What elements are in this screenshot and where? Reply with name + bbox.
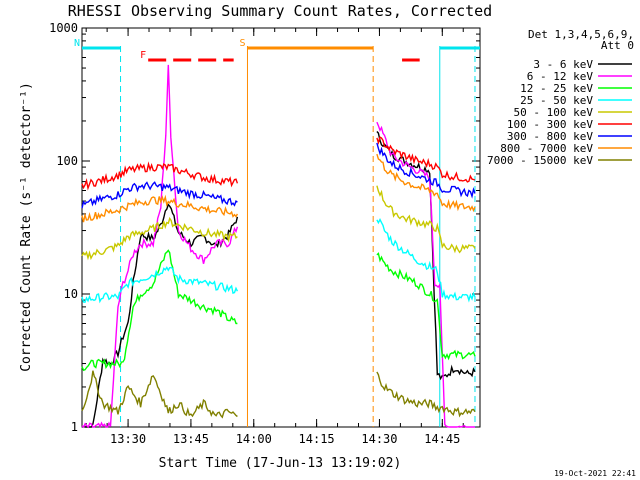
series-line (376, 252, 476, 361)
series-25-50-kev (81, 218, 476, 304)
series-line (81, 266, 239, 304)
chart-title: RHESSI Observing Summary Count Rates, Co… (68, 2, 492, 20)
flag-label: F (140, 50, 146, 61)
plot-frame (81, 27, 481, 428)
series-12-25-kev (81, 249, 476, 372)
x-tick-label: 14:45 (424, 432, 460, 446)
legend-entry-label: 7000 - 15000 keV (487, 154, 593, 167)
x-tick-label: 14:30 (361, 432, 397, 446)
timestamp: 19-Oct-2021 22:41 (554, 469, 636, 478)
legend-header: Det 1,3,4,5,6,9, (528, 28, 634, 41)
series-line (376, 142, 476, 199)
x-axis-label: Start Time (17-Jun-13 13:19:02) (159, 456, 402, 471)
series-line (81, 181, 238, 209)
series-line (81, 216, 238, 261)
series-300-800-kev (81, 142, 476, 209)
series-line (376, 136, 476, 183)
series-line (81, 203, 239, 428)
series-line (81, 64, 239, 429)
x-tick-label: 14:00 (236, 432, 272, 446)
series-line (376, 153, 476, 213)
x-tick-label: 14:15 (299, 432, 335, 446)
series-800-7000-kev (81, 153, 476, 223)
y-tick-label: 1 (71, 420, 78, 434)
series-line (376, 218, 476, 303)
legend-entry-label: 12 - 25 keV (520, 82, 593, 95)
series-line (81, 161, 239, 191)
y-tick-label: 100 (56, 154, 78, 168)
series-line (376, 371, 476, 418)
series-7000-15000-kev (81, 370, 476, 419)
legend-entry-label: 300 - 800 keV (507, 130, 593, 143)
y-tick-label: 1000 (49, 21, 78, 35)
legend-entry-label: 100 - 300 keV (507, 118, 593, 131)
flag-label: S (239, 38, 245, 49)
x-tick-label: 13:30 (110, 432, 146, 446)
series-line (376, 121, 475, 428)
y-axis-label: Corrected Count Rate (s⁻¹ detector⁻¹) (19, 82, 34, 372)
legend-entry-label: 6 - 12 keV (527, 70, 594, 83)
legend-entry-label: 3 - 6 keV (533, 58, 593, 71)
legend-entry-label: 25 - 50 keV (520, 94, 593, 107)
plot-area: 1 10 100 1000 13:30 13:45 14:00 14:15 14:30 14:45… (49, 21, 481, 446)
series-3-6-kev (81, 131, 476, 428)
series-50-100-kev (81, 185, 476, 261)
legend-entry-label: 800 - 7000 keV (500, 142, 593, 155)
series-line (81, 249, 238, 372)
y-tick-label: 10 (64, 287, 78, 301)
series-6-12-kev (81, 64, 475, 429)
series-100-300-kev (81, 136, 476, 191)
series-line (376, 185, 476, 254)
legend-header: Att 0 (601, 39, 634, 52)
flag-label: N (74, 38, 80, 49)
x-tick-label: 13:45 (173, 432, 209, 446)
series-line (376, 131, 476, 381)
series-line (81, 194, 239, 223)
series-line (81, 370, 238, 419)
legend-entry-label: 50 - 100 keV (514, 106, 594, 119)
